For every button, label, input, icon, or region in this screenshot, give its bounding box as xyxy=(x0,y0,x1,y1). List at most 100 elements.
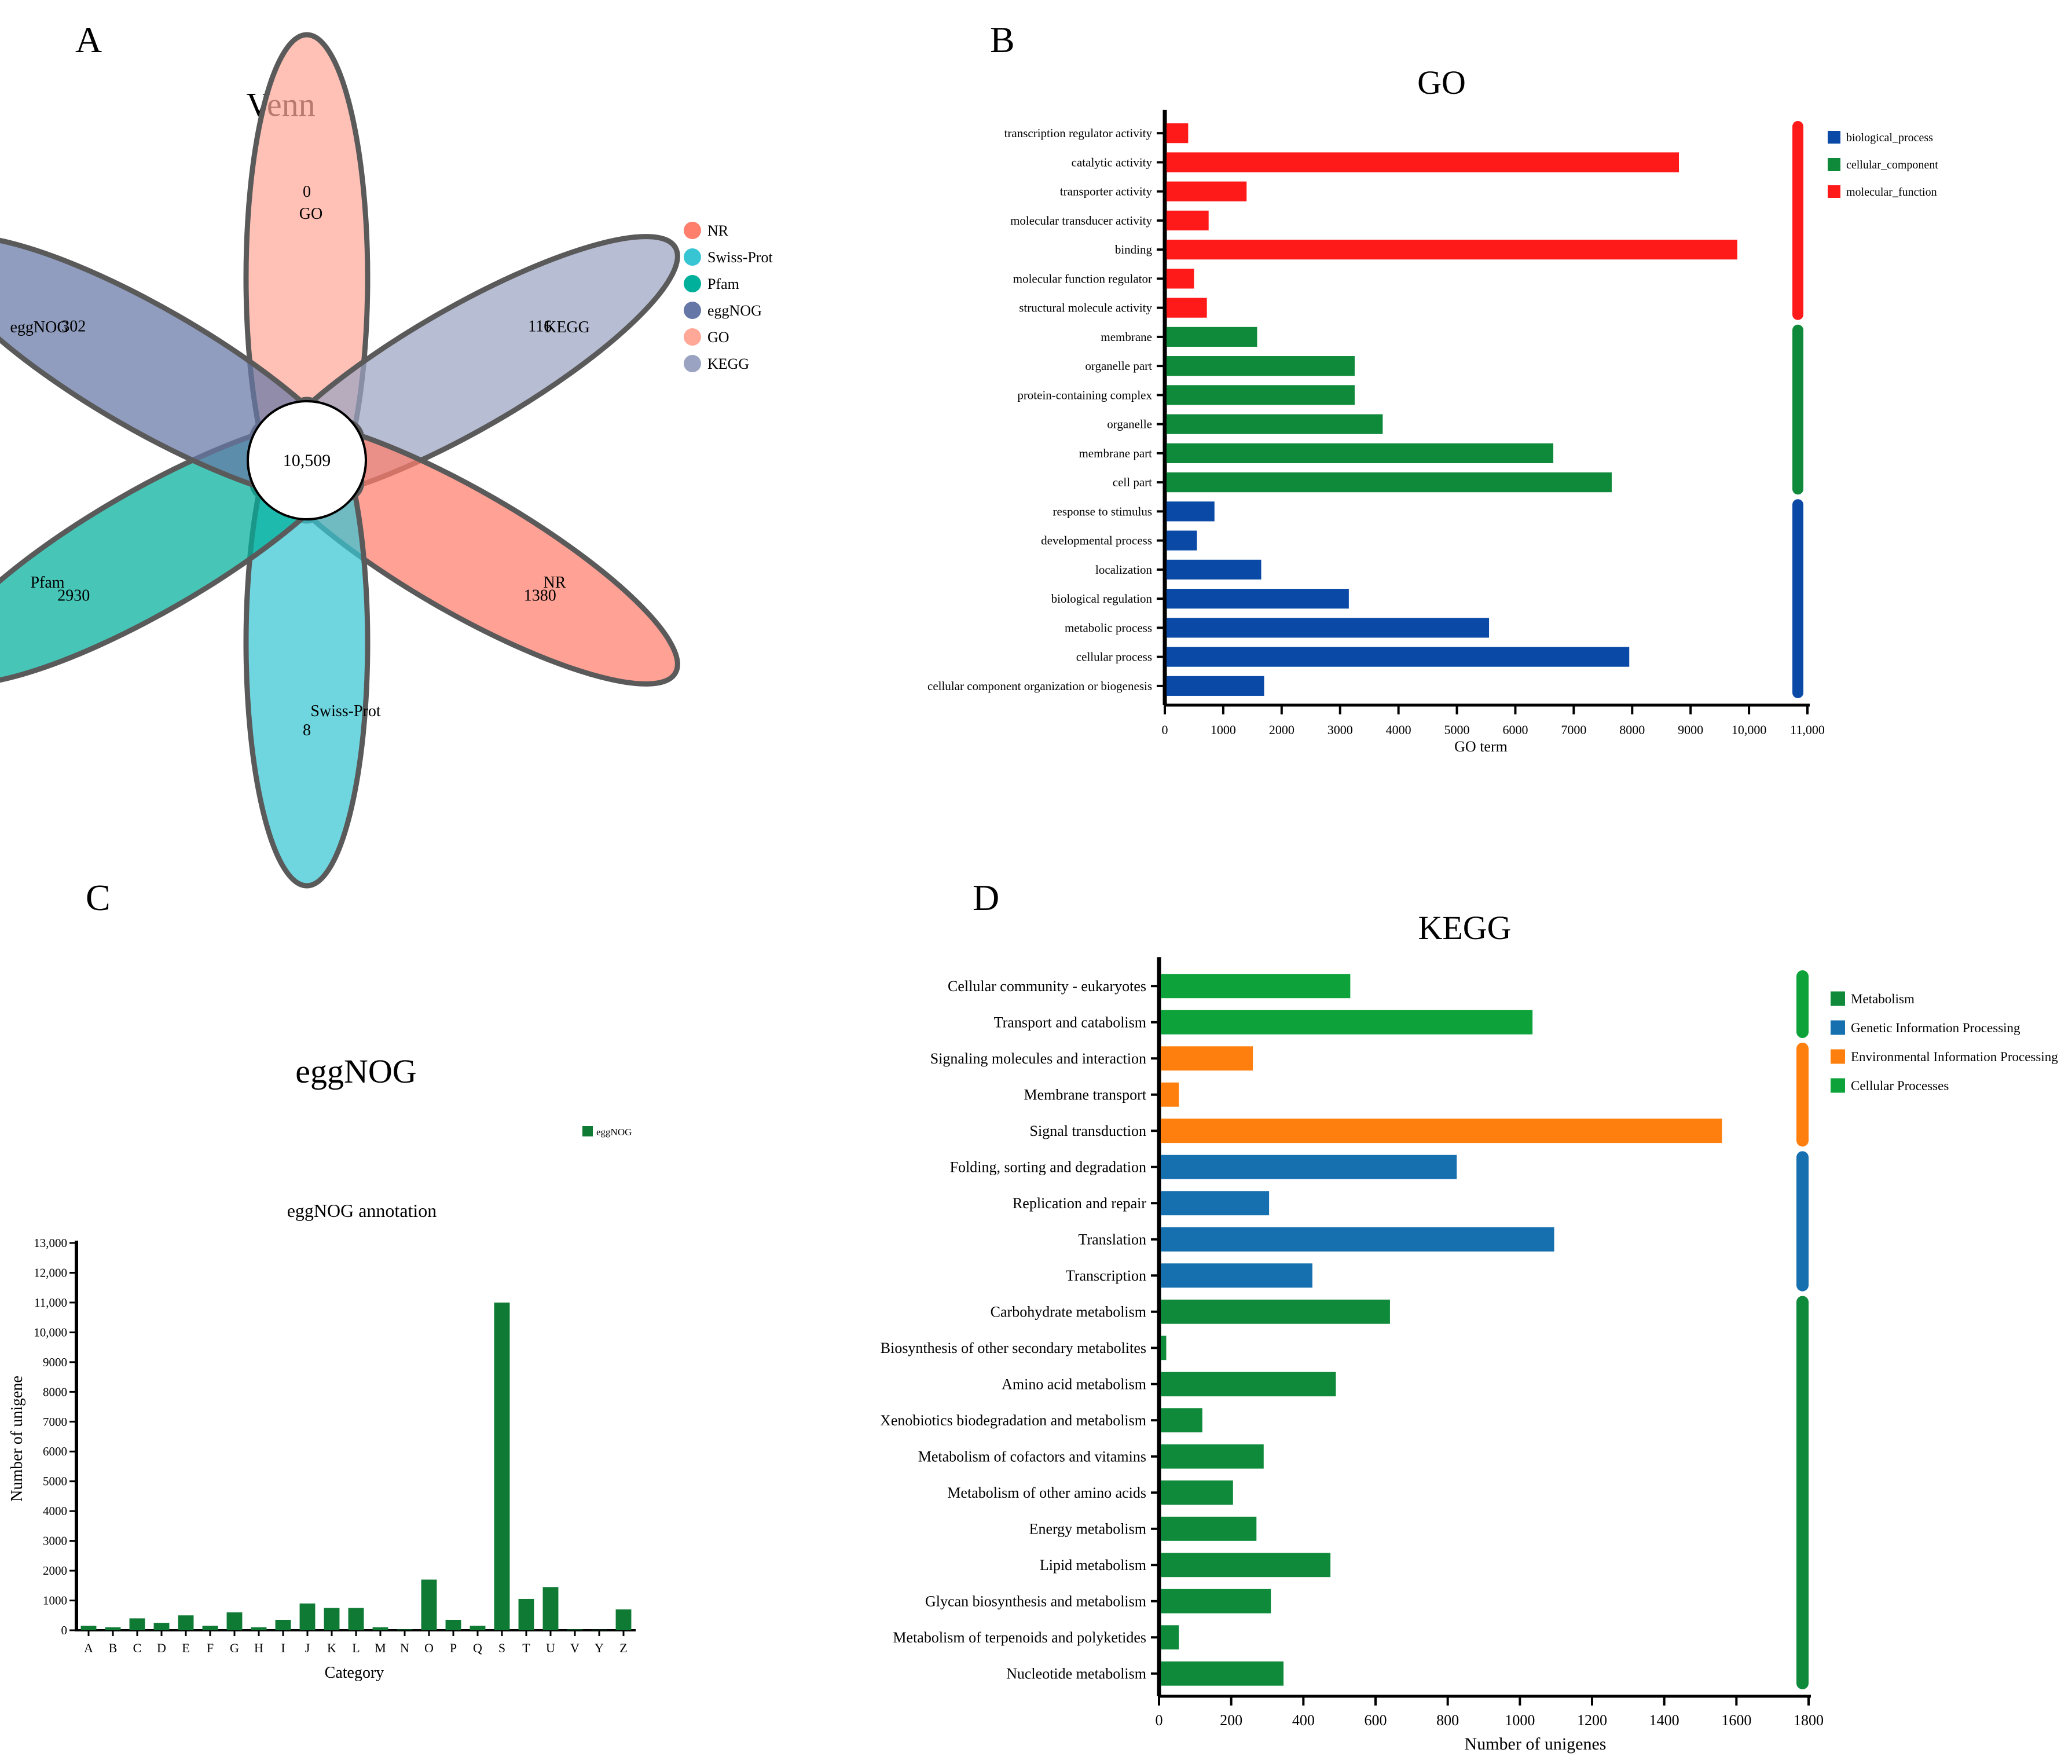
kegg-category-label: Amino acid metabolism xyxy=(1002,1376,1146,1392)
eggnog-bar-t xyxy=(518,1598,534,1630)
eggnog-bar-a xyxy=(80,1626,97,1630)
kegg-category-label: Biosynthesis of other secondary metaboli… xyxy=(881,1340,1146,1356)
go-xtick-label: 2000 xyxy=(1269,723,1294,737)
eggnog-bar-l xyxy=(348,1608,364,1630)
eggnog-main-title: eggNOG xyxy=(295,1052,416,1090)
go-xtick-label: 0 xyxy=(1162,723,1168,737)
eggnog-ytick-label: 4000 xyxy=(43,1504,67,1518)
kegg-bar-signal-transduction xyxy=(1161,1118,1722,1143)
go-category-label: organelle part xyxy=(1085,359,1152,373)
kegg-legend-swatch-metabolism xyxy=(1831,991,1845,1006)
go-xtick-label: 8000 xyxy=(1619,723,1645,737)
eggnog-bar-m xyxy=(372,1627,388,1630)
go-category-label: structural molecule activity xyxy=(1019,301,1152,315)
eggnog-bar-o xyxy=(421,1579,437,1630)
eggnog-xtick-label: A xyxy=(84,1641,93,1655)
eggnog-ytick-label: 2000 xyxy=(43,1564,67,1578)
eggnog-ytick-label: 7000 xyxy=(43,1415,67,1429)
eggnog-ytick-label: 11,000 xyxy=(34,1296,67,1310)
panel-a-label: A xyxy=(75,19,102,60)
venn-legend-swatch-pfam xyxy=(684,275,701,292)
kegg-category-label: Metabolism of cofactors and vitamins xyxy=(918,1448,1146,1465)
eggnog-xtick-label: B xyxy=(109,1641,118,1655)
kegg-bar-metabolism-of-other-amino-acids xyxy=(1161,1480,1233,1505)
kegg-category-label: Translation xyxy=(1079,1231,1147,1248)
go-bar-protein-containing-complex xyxy=(1167,385,1355,405)
kegg-category-label: Energy metabolism xyxy=(1029,1520,1146,1537)
venn-legend-swatch-eggnog xyxy=(684,302,701,319)
eggnog-xtick-label: Z xyxy=(619,1641,627,1655)
eggnog-bar-q xyxy=(470,1626,486,1630)
go-category-label: cell part xyxy=(1113,475,1152,489)
go-xtick-label: 9000 xyxy=(1678,723,1703,737)
eggnog-xtick-label: G xyxy=(230,1641,239,1655)
venn-legend-swatch-swiss-prot xyxy=(684,248,701,266)
kegg-group-bracket-cellular-processes xyxy=(1796,970,1809,1038)
go-bar-cellular-component-organization-or-biogenesis xyxy=(1167,676,1264,696)
go-bar-molecular-transducer-activity xyxy=(1167,210,1209,230)
kegg-bar-transport-and-catabolism xyxy=(1161,1010,1533,1035)
go-category-label: response to stimulus xyxy=(1053,504,1153,518)
eggnog-xtick-label: Q xyxy=(473,1641,482,1655)
eggnog-ytick-label: 13,000 xyxy=(34,1236,67,1250)
go-bar-organelle-part xyxy=(1167,356,1355,376)
eggnog-xtick-label: V xyxy=(570,1641,580,1655)
go-category-label: biological regulation xyxy=(1051,592,1153,606)
eggnog-xtick-label: H xyxy=(254,1641,263,1655)
venn-legend-label-pfam: Pfam xyxy=(707,276,739,292)
go-xtick-label: 1000 xyxy=(1211,723,1236,737)
kegg-category-label: Xenobiotics biodegradation and metabolis… xyxy=(880,1412,1146,1429)
kegg-category-label: Folding, sorting and degradation xyxy=(950,1158,1146,1175)
eggnog-xtick-label: C xyxy=(133,1641,142,1655)
kegg-bar-energy-metabolism xyxy=(1161,1516,1257,1541)
kegg-legend-label-genetic-information-processing: Genetic Information Processing xyxy=(1851,1021,2020,1035)
eggnog-xtick-label: P xyxy=(450,1641,457,1655)
kegg-legend-label-metabolism: Metabolism xyxy=(1851,992,1915,1006)
eggnog-ytick-label: 10,000 xyxy=(34,1325,67,1339)
go-bar-cellular-process xyxy=(1167,647,1630,667)
go-bar-membrane xyxy=(1167,327,1257,347)
go-bar-response-to-stimulus xyxy=(1167,501,1215,522)
kegg-bar-amino-acid-metabolism xyxy=(1161,1371,1336,1396)
eggnog-bar-g xyxy=(226,1612,243,1630)
venn-label-kegg: KEGG xyxy=(545,318,590,336)
venn-legend-label-eggnog: eggNOG xyxy=(707,302,762,319)
eggnog-xtick-label: M xyxy=(375,1641,386,1655)
kegg-category-label: Cellular community - eukaryotes xyxy=(948,978,1146,995)
eggnog-xtick-label: T xyxy=(522,1641,530,1655)
eggnog-ytick-label: 1000 xyxy=(43,1594,67,1608)
go-group-bracket-biological-process xyxy=(1792,499,1803,698)
go-bar-catalytic-activity xyxy=(1167,152,1679,173)
venn-intersection-count: 10,509 xyxy=(283,451,331,470)
kegg-xtick-label: 600 xyxy=(1365,1712,1387,1729)
go-xtick-label: 5000 xyxy=(1444,723,1470,737)
kegg-bar-transcription xyxy=(1161,1263,1312,1288)
go-category-label: membrane part xyxy=(1079,446,1152,460)
venn-label-swiss-prot: Swiss-Prot xyxy=(310,702,381,720)
eggnog-xtick-label: Y xyxy=(595,1641,604,1655)
kegg-legend-label-environmental-information-processing: Environmental Information Processing xyxy=(1851,1050,2058,1064)
venn-legend-label-swiss-prot: Swiss-Prot xyxy=(707,249,773,266)
eggnog-ytick-label: 9000 xyxy=(43,1355,67,1369)
kegg-category-label: Signaling molecules and interaction xyxy=(930,1050,1146,1067)
kegg-bar-metabolism-of-terpenoids-and-polyketides xyxy=(1161,1625,1179,1650)
venn-label-nr: NR xyxy=(544,574,566,592)
venn-count-go: 0 xyxy=(303,183,311,201)
kegg-bar-signaling-molecules-and-interaction xyxy=(1161,1046,1253,1071)
kegg-title: KEGG xyxy=(1418,909,1511,947)
go-bar-transporter-activity xyxy=(1167,181,1247,201)
go-category-label: catalytic activity xyxy=(1072,155,1153,169)
eggnog-legend-swatch xyxy=(582,1126,593,1136)
kegg-bar-translation xyxy=(1161,1227,1554,1252)
go-legend-swatch-biological-process xyxy=(1828,131,1840,144)
kegg-legend-swatch-environmental-information-processing xyxy=(1831,1049,1845,1064)
go-title: GO xyxy=(1417,64,1466,101)
eggnog-xtick-label: N xyxy=(400,1641,409,1655)
go-category-label: transporter activity xyxy=(1060,185,1153,199)
eggnog-xtick-label: S xyxy=(498,1641,505,1655)
venn-center-circle xyxy=(247,400,367,520)
eggnog-ytick-label: 3000 xyxy=(43,1534,67,1548)
kegg-chart: KEGG Cellular community - eukaryotes Trans… xyxy=(880,909,2058,1754)
go-xtick-label: 3000 xyxy=(1327,723,1353,737)
